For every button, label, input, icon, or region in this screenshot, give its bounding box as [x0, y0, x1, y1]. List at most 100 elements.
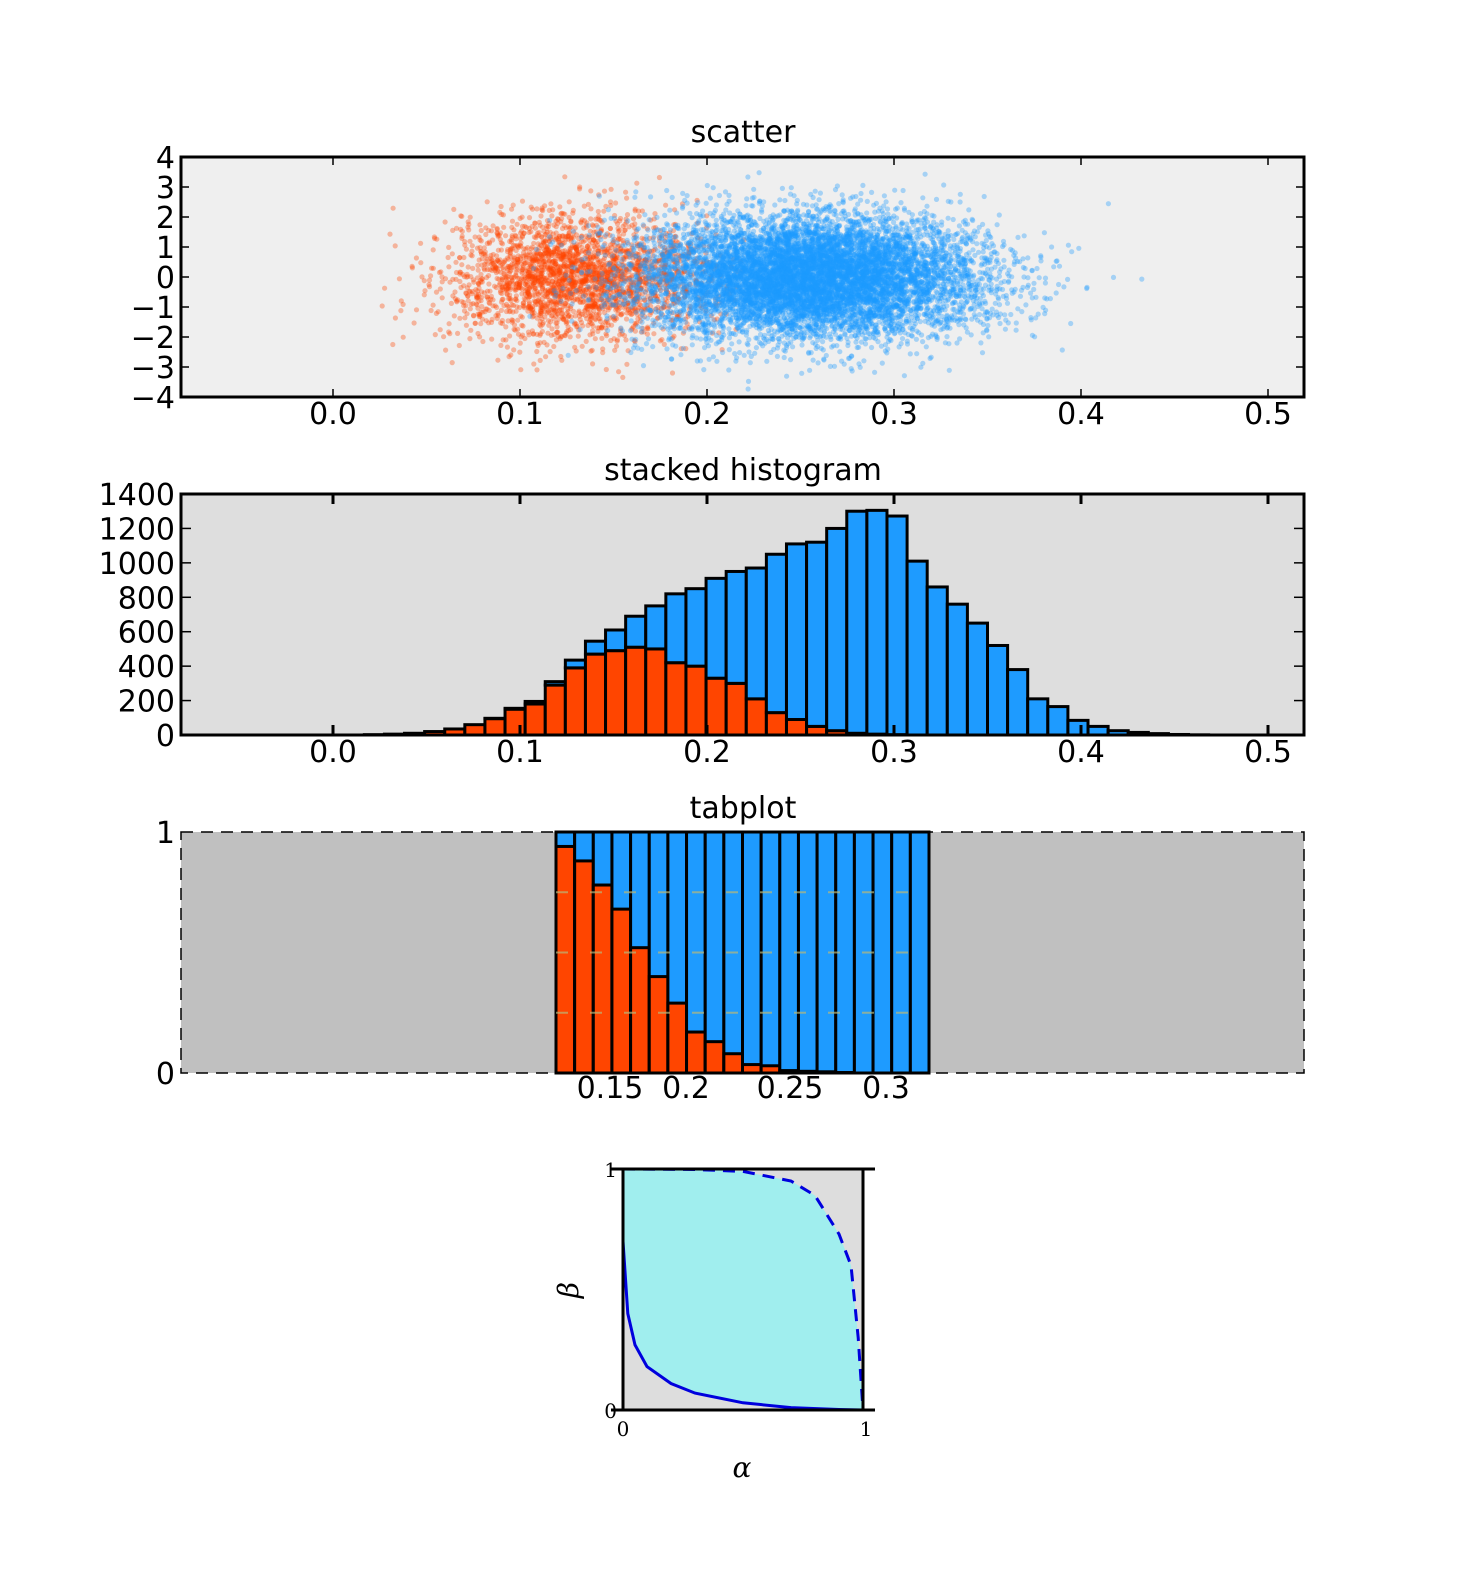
scatter-point	[426, 282, 432, 288]
scatter-point	[568, 327, 574, 333]
scatter-point	[586, 303, 592, 309]
scatter-point	[557, 275, 563, 282]
scatter-point	[548, 299, 554, 305]
scatter-point	[564, 262, 570, 268]
scatter-point	[557, 204, 563, 210]
scatter-point	[470, 265, 476, 271]
scatter-point	[559, 233, 566, 239]
scatter-point	[662, 247, 668, 253]
scatter-point	[568, 219, 574, 225]
scatter-point	[613, 200, 619, 206]
scatter-point	[544, 229, 550, 235]
scatter-point	[473, 287, 479, 293]
scatter-point	[490, 260, 496, 267]
scatter-point	[470, 277, 476, 283]
scatter-point	[588, 256, 595, 263]
scatter-point	[810, 357, 816, 363]
scatter-point	[621, 257, 627, 263]
scatter-point	[465, 273, 471, 279]
scatter-point	[459, 262, 465, 268]
scatter-point	[538, 269, 544, 275]
scatter-point	[961, 322, 967, 328]
scatter-point	[457, 271, 463, 277]
scatter-point	[531, 263, 537, 269]
scatter-point	[506, 354, 512, 360]
scatter-point	[524, 282, 530, 288]
scatter-point	[655, 273, 661, 279]
scatter-point	[616, 286, 622, 292]
scatter-point	[642, 257, 649, 263]
scatter-point	[506, 264, 512, 270]
scatter-point	[486, 307, 492, 313]
scatter-point	[614, 248, 620, 254]
scatter-point	[466, 288, 472, 294]
scatter-point	[508, 239, 515, 245]
scatter-point	[442, 276, 449, 282]
scatter-point	[520, 278, 526, 284]
scatter-point	[552, 251, 558, 257]
scatter-point	[978, 340, 984, 346]
scatter-point	[475, 291, 481, 297]
scatter-point	[591, 292, 598, 298]
scatter-point	[409, 263, 415, 269]
scatter-point	[478, 309, 484, 315]
scatter-point	[523, 246, 529, 252]
scatter-point	[1005, 279, 1012, 285]
scatter-point	[428, 307, 434, 314]
scatter-point	[531, 240, 537, 246]
scatter-point	[564, 273, 570, 279]
scatter-point	[509, 261, 515, 267]
scatter-point	[710, 317, 716, 323]
scatter-point	[948, 199, 954, 205]
scatter-point	[498, 307, 504, 313]
scatter-point	[513, 236, 519, 242]
scatter-point	[495, 232, 501, 238]
scatter-point	[1051, 264, 1057, 270]
scatter-point	[697, 281, 703, 287]
scatter-point	[567, 250, 573, 256]
scatter-point	[579, 259, 585, 265]
scatter-point	[618, 278, 624, 284]
scatter-point	[418, 260, 424, 266]
scatter-point	[530, 331, 537, 337]
scatter-point	[436, 269, 443, 276]
scatter-point	[549, 306, 555, 312]
scatter-point	[616, 369, 622, 375]
scatter-point	[571, 282, 577, 289]
scatter-point	[598, 264, 604, 270]
scatter-point	[509, 245, 515, 251]
scatter-point	[511, 322, 518, 328]
scatter-point	[569, 279, 576, 285]
scatter-point	[441, 334, 447, 340]
scatter-point	[630, 216, 637, 222]
scatter-point	[684, 287, 690, 293]
scatter-point	[526, 285, 533, 291]
scatter-point	[556, 307, 563, 313]
scatter-point	[552, 280, 559, 286]
scatter-point	[669, 276, 675, 282]
scatter-point	[527, 256, 533, 262]
scatter-point	[562, 211, 568, 217]
scatter-point	[652, 289, 658, 295]
scatter-point	[661, 305, 667, 311]
scatter-point	[547, 297, 553, 303]
scatter-point	[661, 304, 667, 310]
scatter-point	[572, 280, 578, 286]
scatter-point	[451, 313, 457, 319]
scatter-point	[585, 284, 591, 290]
scatter-point	[533, 299, 539, 305]
scatter-point	[433, 289, 440, 295]
scatter-point	[589, 321, 595, 327]
scatter-point	[587, 317, 594, 323]
scatter-point	[494, 253, 500, 259]
scatter-point	[483, 318, 489, 324]
scatter-point	[472, 320, 478, 326]
scatter-point	[426, 277, 433, 283]
scatter-point	[592, 245, 598, 251]
scatter-point	[557, 256, 564, 263]
scatter-point	[630, 289, 636, 295]
scatter-point	[604, 264, 610, 270]
scatter-point	[592, 336, 598, 342]
scatter-point	[503, 324, 509, 330]
scatter-point	[628, 283, 634, 289]
